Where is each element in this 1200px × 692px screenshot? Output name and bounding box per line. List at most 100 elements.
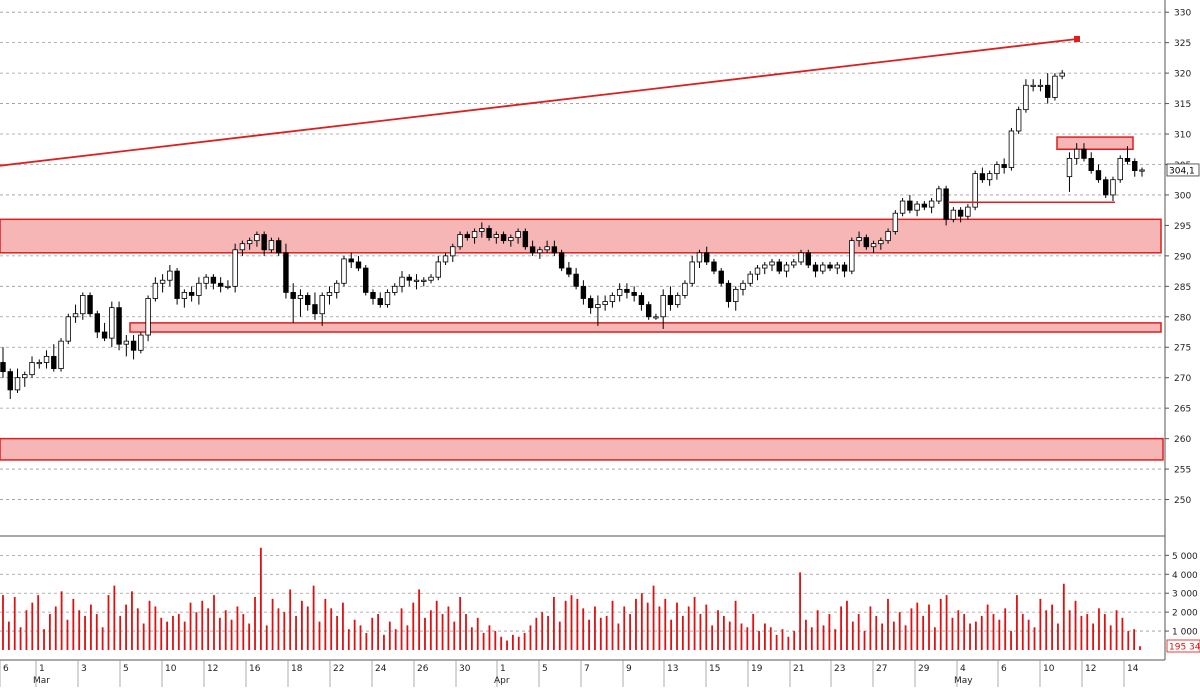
volume-bar [582, 608, 585, 650]
candle-body [413, 279, 420, 282]
date-tick-label: 30 [459, 664, 471, 674]
volume-bar [769, 627, 772, 650]
candle-body [754, 267, 761, 275]
volume-bar [863, 631, 866, 650]
candle-body [957, 209, 964, 217]
volume-bar [986, 604, 989, 650]
volume-bar [799, 572, 801, 650]
volume-bar [1092, 623, 1095, 650]
price-tick-label: 325 [1174, 39, 1191, 49]
volume-bar [72, 598, 75, 650]
volume-bar [1103, 614, 1106, 650]
date-tick-label: 10 [165, 664, 177, 674]
volume-bar [1016, 595, 1018, 650]
candle-body [704, 252, 710, 263]
volume-bar [916, 602, 919, 650]
volume-bar [1139, 646, 1141, 650]
candles-layer [0, 70, 1145, 400]
candle-body [261, 234, 267, 251]
volume-bar [1080, 615, 1083, 650]
volume-bar [746, 627, 749, 650]
volume-bar [711, 625, 714, 650]
candle-body [718, 270, 724, 284]
candle-body [22, 374, 28, 379]
candle-body [885, 231, 891, 242]
candle-body [464, 234, 471, 238]
candle-body [762, 264, 768, 269]
candle-body [421, 279, 427, 282]
volume-bars [2, 547, 1141, 650]
volume-bar [1033, 627, 1036, 650]
volume-bar [775, 634, 778, 650]
candle-body [1008, 130, 1015, 168]
candle-body [783, 264, 790, 272]
volume-bar [447, 606, 450, 650]
candle-body [827, 264, 833, 269]
volume-bar [611, 600, 614, 650]
candle-body [435, 261, 441, 278]
volume-bar [1062, 583, 1065, 650]
candle-body [94, 313, 101, 333]
candle-body [232, 249, 238, 287]
candle-body [776, 261, 782, 272]
volume-bar [166, 621, 169, 650]
volume-bar [283, 612, 286, 650]
candle-body [1037, 84, 1044, 87]
volume-bar [125, 604, 127, 650]
candle-body [101, 331, 108, 339]
zones-layer [0, 136, 1164, 461]
candle-body [355, 261, 362, 269]
resistance-zone [1056, 136, 1134, 151]
candle-body [667, 295, 674, 305]
resistance-zone [0, 218, 1162, 254]
volume-bar [933, 627, 936, 650]
overlays-layer [0, 35, 1115, 204]
volume-bar [195, 612, 198, 650]
candle-body [152, 282, 159, 299]
candle-body [1095, 170, 1102, 181]
candle-body [812, 264, 819, 272]
volume-bar [25, 610, 28, 650]
candle-body [856, 237, 862, 242]
volume-bar [728, 621, 731, 650]
candle-body [1015, 109, 1022, 132]
volume-tick-label: 3 000 0 [1172, 590, 1200, 600]
volume-bar [699, 614, 702, 650]
volume-bar [617, 623, 620, 650]
candle-body [892, 212, 899, 232]
volume-bar [60, 591, 63, 650]
volume-bar [558, 621, 561, 650]
price-tick-label: 270 [1174, 374, 1191, 384]
volume-bar [330, 608, 333, 650]
candle-body [203, 276, 209, 284]
candle-body [283, 252, 289, 293]
volume-bar [136, 608, 139, 650]
candle-body [1132, 161, 1138, 171]
volume-bar [758, 631, 760, 650]
volume-bar [681, 615, 684, 650]
volume-bar [383, 634, 385, 650]
volume-bar [424, 617, 426, 650]
volume-tick-label: 4 000 0 [1172, 571, 1200, 581]
candle-body [268, 240, 275, 251]
candle-body [123, 340, 130, 345]
volume-bar [840, 606, 842, 650]
price-tick-label: 330 [1174, 9, 1191, 19]
volume-bar [599, 617, 602, 650]
candle-body [457, 234, 463, 248]
date-tick-label: 7 [584, 664, 590, 674]
volume-bar [781, 629, 784, 650]
volume-bar [787, 636, 790, 650]
candle-body [936, 188, 942, 202]
date-tick-label: 1 [39, 664, 45, 674]
volume-bar [172, 615, 174, 650]
candle-body [297, 295, 304, 299]
volume-bar [465, 614, 467, 650]
candle-body [1088, 157, 1094, 171]
volume-bar [259, 547, 262, 650]
volume-bar [646, 602, 649, 650]
volume-bar [752, 614, 755, 650]
volume-bar [142, 623, 145, 650]
volume-bar [928, 604, 930, 650]
volume-bar [84, 615, 86, 650]
